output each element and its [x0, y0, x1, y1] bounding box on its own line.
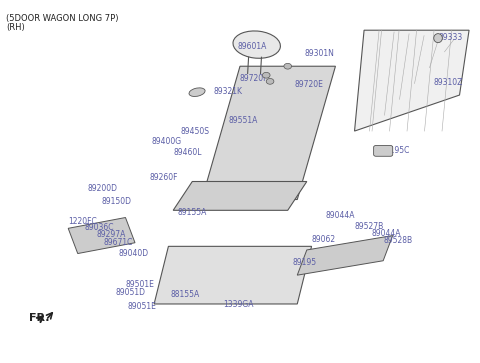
Text: 89200D: 89200D: [87, 184, 117, 193]
FancyBboxPatch shape: [373, 146, 393, 156]
Text: 89062: 89062: [312, 234, 336, 244]
Text: 89333: 89333: [438, 33, 462, 42]
Text: (5DOOR WAGON LONG 7P): (5DOOR WAGON LONG 7P): [6, 14, 119, 23]
Text: 89720E: 89720E: [295, 80, 324, 89]
Text: 89036C: 89036C: [85, 223, 114, 232]
Text: 89310Z: 89310Z: [433, 78, 463, 87]
Text: 89301N: 89301N: [304, 49, 334, 58]
Polygon shape: [154, 246, 312, 304]
Text: 89051E: 89051E: [128, 302, 157, 311]
Text: 88155A: 88155A: [171, 290, 200, 299]
Text: 89195: 89195: [292, 258, 317, 267]
Ellipse shape: [189, 88, 205, 97]
Text: 89260F: 89260F: [149, 174, 178, 182]
Ellipse shape: [233, 31, 280, 58]
Text: 89460L: 89460L: [173, 148, 202, 157]
Text: 89040D: 89040D: [118, 249, 148, 258]
Text: 89150D: 89150D: [102, 197, 132, 206]
Polygon shape: [202, 66, 336, 200]
Circle shape: [263, 72, 270, 78]
Text: 1339GA: 1339GA: [223, 300, 254, 309]
Text: 89155A: 89155A: [178, 208, 207, 217]
Polygon shape: [68, 217, 135, 253]
Text: 89551A: 89551A: [228, 116, 257, 125]
Text: 89601A: 89601A: [238, 42, 267, 51]
Text: FR.: FR.: [29, 313, 49, 323]
Text: 89450S: 89450S: [180, 127, 209, 135]
Text: 89527B: 89527B: [355, 222, 384, 231]
Polygon shape: [297, 236, 393, 275]
Text: 89321K: 89321K: [214, 87, 243, 96]
Text: 89195C: 89195C: [381, 146, 410, 155]
Text: 1220FC: 1220FC: [68, 217, 97, 226]
Circle shape: [284, 64, 291, 69]
Circle shape: [266, 78, 274, 84]
Text: 89720F: 89720F: [240, 74, 268, 83]
Text: 89051D: 89051D: [116, 288, 146, 297]
Text: 89297A: 89297A: [97, 230, 126, 239]
Text: 89671C: 89671C: [104, 237, 133, 246]
Text: 89400G: 89400G: [152, 137, 182, 146]
Text: (RH): (RH): [6, 23, 25, 32]
Polygon shape: [173, 182, 307, 210]
Ellipse shape: [434, 34, 443, 42]
Text: 89044A: 89044A: [371, 229, 401, 238]
Text: 89501E: 89501E: [125, 280, 155, 289]
Text: 89528B: 89528B: [383, 236, 412, 245]
Polygon shape: [355, 30, 469, 131]
Text: 89044A: 89044A: [326, 211, 355, 220]
